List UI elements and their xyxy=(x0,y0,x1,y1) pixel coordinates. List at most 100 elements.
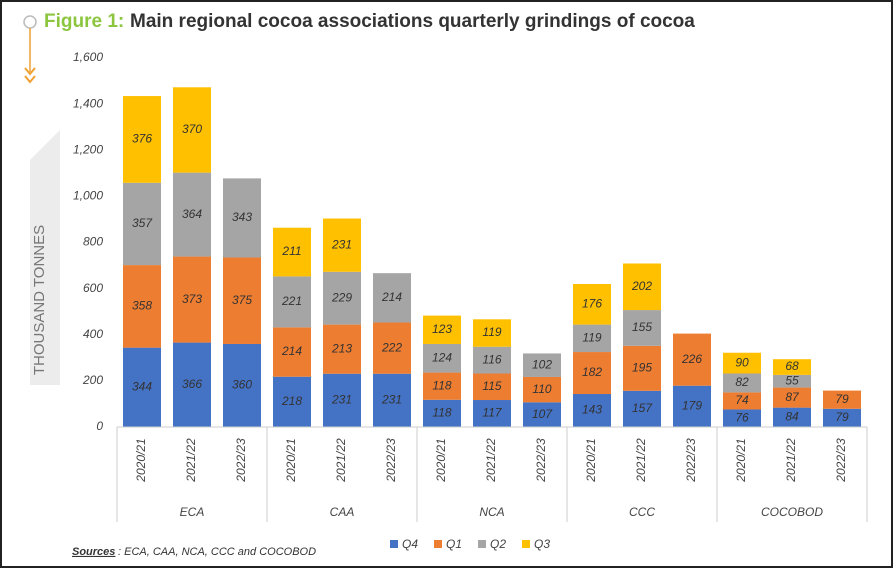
bar-segment xyxy=(223,257,261,344)
x-tick-label: 2022/23 xyxy=(684,438,698,483)
x-tick-label: 2020/21 xyxy=(284,438,298,482)
bar-segment xyxy=(823,390,861,409)
bar-segment xyxy=(223,178,261,258)
data-label: 76 xyxy=(735,410,749,424)
figure-label: Figure 1: xyxy=(44,11,124,32)
data-label: 82 xyxy=(735,375,749,389)
bar-segment xyxy=(423,315,461,344)
data-label: 79 xyxy=(835,410,849,424)
bar-segment xyxy=(623,263,661,311)
bar-segment xyxy=(573,394,611,427)
bar-segment xyxy=(173,87,211,173)
bar-segment xyxy=(773,387,811,408)
data-label: 344 xyxy=(132,380,152,394)
data-label: 157 xyxy=(632,401,653,415)
data-label: 55 xyxy=(785,373,799,387)
x-tick-label: 2021/22 xyxy=(634,438,648,483)
bar-segment xyxy=(423,399,461,427)
bar-segment xyxy=(373,373,411,427)
bar-segment xyxy=(523,402,561,427)
y-tick-label: 600 xyxy=(83,281,103,295)
x-tick-label: 2022/23 xyxy=(834,438,848,483)
legend-label: Q4 xyxy=(402,537,418,551)
data-label: 229 xyxy=(331,290,352,304)
data-label: 218 xyxy=(281,394,302,408)
data-label: 155 xyxy=(632,320,652,334)
x-tick-label: 2020/21 xyxy=(134,438,148,482)
bar-segment xyxy=(523,353,561,377)
y-tick-label: 0 xyxy=(96,419,103,433)
y-axis-label: THOUSAND TONNES xyxy=(31,225,48,375)
bar-segment xyxy=(723,409,761,427)
bar-segment xyxy=(323,324,361,374)
bar-segment xyxy=(123,347,161,427)
data-label: 79 xyxy=(835,392,849,406)
group-label: NCA xyxy=(479,505,504,519)
legend-swatch xyxy=(522,540,530,548)
bar-segment xyxy=(273,227,311,277)
data-label: 360 xyxy=(232,378,252,392)
data-label: 213 xyxy=(331,341,352,355)
data-label: 123 xyxy=(432,322,452,336)
bar-segment xyxy=(123,265,161,348)
axis-label-band xyxy=(30,130,60,385)
legend-swatch xyxy=(434,540,442,548)
legend-swatch xyxy=(478,540,486,548)
data-label: 376 xyxy=(132,132,152,146)
bar-segment xyxy=(323,373,361,427)
data-label: 116 xyxy=(482,352,501,366)
bar-segment xyxy=(223,343,261,427)
data-label: 366 xyxy=(182,377,202,391)
bar-segment xyxy=(123,96,161,183)
x-tick-label: 2020/21 xyxy=(434,438,448,482)
group-label: ECA xyxy=(180,505,205,519)
data-label: 222 xyxy=(381,340,402,354)
data-label: 90 xyxy=(735,355,749,369)
x-tick-label: 2022/23 xyxy=(384,438,398,483)
bar-segment xyxy=(723,373,761,393)
data-label: 202 xyxy=(631,279,652,293)
data-label: 182 xyxy=(582,365,602,379)
data-label: 119 xyxy=(482,325,501,339)
source-label: Sources xyxy=(72,546,115,558)
bar-segment xyxy=(173,172,211,257)
data-label: 231 xyxy=(331,393,352,407)
data-label: 143 xyxy=(582,403,602,417)
bar-segment xyxy=(723,352,761,374)
y-tick-label: 1,000 xyxy=(73,189,103,203)
bar-segment xyxy=(773,359,811,375)
group-label: COCOBOD xyxy=(761,505,823,519)
bar-segment xyxy=(323,218,361,272)
title-icon-arrow xyxy=(24,67,36,84)
data-label: 119 xyxy=(582,330,601,344)
bar-segment xyxy=(273,376,311,427)
data-label: 358 xyxy=(132,299,152,313)
x-tick-label: 2021/22 xyxy=(334,438,348,483)
bar-segment xyxy=(173,342,211,427)
data-label: 231 xyxy=(331,237,352,251)
data-label: 195 xyxy=(632,360,652,374)
data-label: 221 xyxy=(281,294,302,308)
bar-segment xyxy=(573,324,611,353)
data-label: 214 xyxy=(281,344,302,358)
bar-segment xyxy=(373,322,411,374)
x-tick-label: 2021/22 xyxy=(184,438,198,483)
data-label: 176 xyxy=(582,296,602,310)
y-tick-label: 800 xyxy=(83,235,103,249)
data-label: 179 xyxy=(682,399,702,413)
group-label: CAA xyxy=(330,505,355,519)
bar-segment xyxy=(573,352,611,395)
data-label: 373 xyxy=(182,292,202,306)
source-text: : ECA, CAA, NCA, CCC and COCOBOD xyxy=(118,546,316,558)
x-tick-label: 2022/23 xyxy=(534,438,548,483)
data-label: 231 xyxy=(381,393,402,407)
bar-segment xyxy=(273,327,311,377)
data-label: 214 xyxy=(381,290,402,304)
data-label: 110 xyxy=(532,382,551,396)
data-label: 68 xyxy=(785,359,799,373)
y-tick-label: 1,600 xyxy=(73,50,103,64)
bar-segment xyxy=(423,343,461,373)
bar-segment xyxy=(673,385,711,427)
bar-segment xyxy=(123,182,161,266)
